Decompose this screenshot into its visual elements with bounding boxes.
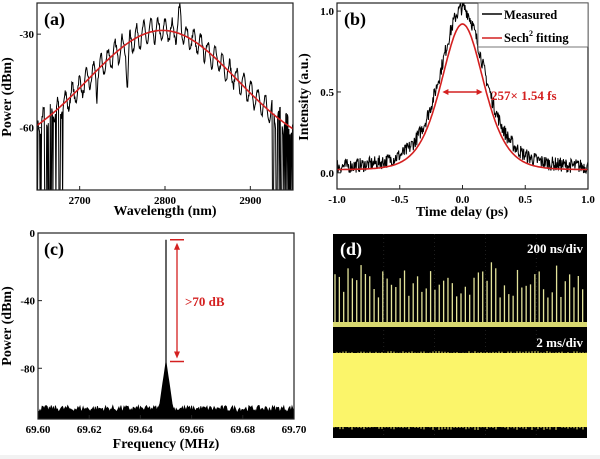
fwhm-arrowhead-left [442, 88, 449, 95]
panel-d-oscilloscope: (d) 200 ns/div 2 ms/div [333, 234, 587, 438]
legend-box [477, 2, 589, 48]
y-axis-label: Intensity (a.u.) [297, 53, 312, 141]
panel-label: (c) [44, 239, 64, 260]
legend-fit-label: Sech2 fitting [504, 29, 569, 45]
axis-ticks: 2700 2800 2900 -30 -60 [19, 29, 262, 207]
y-tick-label: 1.0 [320, 6, 334, 18]
timebase-label-top: 200 ns/div [527, 241, 583, 256]
panel-a: 2700 2800 2900 -30 -60 (a) Wavelength (nm) P… [0, 2, 294, 219]
y-axis-label: Power (dBm) [0, 286, 15, 366]
axis-ticks: 69.60 69.62 69.64 69.66 69.68 69.70 0 -40 -80 [20, 228, 307, 436]
fwhm-annotation-label: 257× 1.54 fs [491, 88, 557, 103]
y-tick-label: -40 [20, 296, 35, 308]
axis-ticks: -1.0 -0.5 0.0 0.5 1.0 0.0 0.5 1.0 [320, 6, 595, 206]
pulse-baseline [333, 322, 587, 327]
x-tick-label: 2900 [239, 195, 262, 207]
panel-label: (d) [340, 239, 362, 260]
long-timescale-trace [333, 353, 587, 427]
x-tick-label: 69.60 [26, 424, 51, 436]
bottom-strip [0, 455, 600, 459]
x-tick-label: 69.62 [77, 424, 102, 436]
y-axis-label: Power (dBm) [0, 57, 15, 137]
snr-annotation [170, 239, 184, 363]
x-tick-label: 69.66 [179, 424, 204, 436]
legend-measured-label: Measured [504, 8, 557, 22]
x-tick-label: -1.0 [328, 194, 346, 206]
x-tick-label: 2700 [69, 195, 92, 207]
sech2-fit-line [337, 23, 588, 171]
legend-fit-suffix: fitting [536, 31, 569, 45]
x-tick-label: 0.5 [518, 194, 532, 206]
x-axis-label: Wavelength (nm) [113, 204, 216, 219]
fwhm-arrowhead-right [476, 88, 483, 95]
x-tick-label: 2800 [154, 195, 177, 207]
legend-fit-superscript: 2 [529, 29, 533, 38]
measured-spectrum-line [37, 3, 293, 190]
x-tick-label: 1.0 [581, 194, 595, 206]
y-tick-label: 0 [30, 228, 36, 240]
panel-label: (a) [44, 9, 65, 30]
timebase-label-bottom: 2 ms/div [536, 335, 583, 350]
legend-fit-text: Sech [504, 31, 529, 45]
y-tick-label: -30 [19, 29, 34, 41]
trace-edge-noise [333, 351, 587, 430]
y-tick-label: -80 [20, 363, 35, 375]
plot-frame [37, 232, 295, 420]
fit-curve-line [37, 29, 293, 130]
fwhm-annotation [442, 88, 483, 95]
x-tick-label: 69.70 [282, 424, 307, 436]
x-axis-label: Time delay (ps) [416, 205, 509, 220]
y-tick-label: -60 [19, 123, 34, 135]
snr-annotation-label: >70 dB [185, 294, 225, 309]
measured-line [337, 3, 588, 175]
panel-label: (b) [344, 9, 366, 30]
pulse-train-trace [333, 262, 587, 327]
legend: Measured Sech2 fitting [477, 2, 589, 48]
panel-b: -1.0 -0.5 0.0 0.5 1.0 0.0 0.5 1.0 (b) Measured … [297, 2, 595, 220]
x-tick-label: 69.68 [230, 424, 255, 436]
x-axis-label: Frequency (MHz) [113, 437, 220, 452]
snr-arrowhead-top [174, 242, 180, 250]
x-tick-label: 0.0 [456, 194, 470, 206]
y-tick-label: 0.5 [320, 87, 334, 99]
x-tick-label: -0.5 [391, 194, 409, 206]
y-tick-label: 0.0 [320, 168, 334, 180]
x-tick-label: 69.64 [128, 424, 153, 436]
panel-c: 69.60 69.62 69.64 69.66 69.68 69.70 0 -40 -80 (c… [0, 228, 307, 452]
snr-arrowhead-bottom [174, 351, 180, 359]
